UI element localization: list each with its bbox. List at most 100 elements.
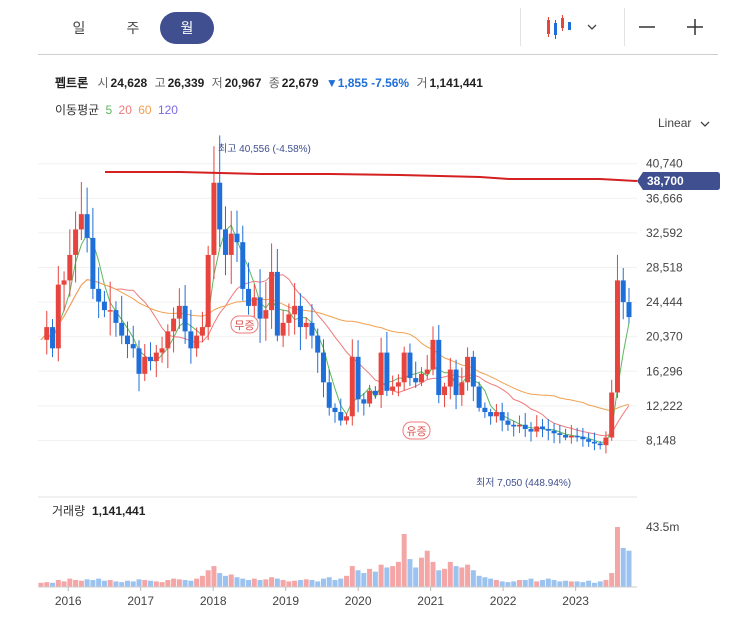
volume-bar xyxy=(67,578,73,587)
candle-body xyxy=(493,412,499,417)
candle-body xyxy=(171,318,177,332)
candle-body xyxy=(453,369,459,396)
zoom-in-button[interactable] xyxy=(682,10,708,44)
candle-body xyxy=(332,407,338,413)
chevron-down-icon xyxy=(587,24,597,30)
ma120-label: 120 xyxy=(157,103,178,117)
price-tick-label: 28,518 xyxy=(646,261,683,275)
close-label: 종 xyxy=(268,76,280,90)
price-tick-label: 8,148 xyxy=(646,434,676,448)
candle-body xyxy=(511,424,517,427)
candle-body xyxy=(597,443,603,446)
volume-bar xyxy=(326,577,332,587)
volume-bar xyxy=(274,578,280,587)
tab-monthly[interactable]: 월 xyxy=(160,12,214,44)
candle-body xyxy=(205,254,211,328)
candle-body xyxy=(251,297,257,306)
volume-bar xyxy=(171,578,177,587)
candle-body xyxy=(165,331,171,349)
candle-body xyxy=(228,233,234,255)
scale-mode-select[interactable]: Linear xyxy=(658,116,710,130)
price-tick-label: 32,592 xyxy=(646,226,683,240)
volume-panel-value: 1,141,441 xyxy=(92,504,146,518)
volume-bars xyxy=(38,527,632,587)
volume-bar xyxy=(182,580,188,587)
candle-body xyxy=(418,373,424,383)
moving-average-legend[interactable]: 이동평균 5 20 60 120 xyxy=(55,101,181,118)
candle-body xyxy=(499,412,505,421)
chart-type-button[interactable] xyxy=(532,10,608,44)
candle-body xyxy=(124,335,130,345)
candle-body xyxy=(378,352,384,396)
current-price-tag: 38,700 xyxy=(637,172,720,191)
volume-bar xyxy=(44,582,50,587)
volume-bar xyxy=(107,580,113,587)
tab-daily[interactable]: 일 xyxy=(72,20,86,36)
price-tick-label: 16,296 xyxy=(646,364,683,378)
volume-bar xyxy=(124,580,130,587)
volume-bar xyxy=(545,578,551,587)
volume-bar xyxy=(557,581,563,587)
low-value: 20,967 xyxy=(224,76,262,90)
low-label: 저 xyxy=(211,76,223,90)
candle-body xyxy=(442,386,448,396)
volume-bar xyxy=(55,580,61,587)
volume-bar xyxy=(395,561,401,587)
candle-body xyxy=(367,390,373,404)
volume-bar xyxy=(390,566,396,587)
candle-body xyxy=(222,229,228,255)
annotation-badge xyxy=(402,421,431,440)
candle-body xyxy=(488,412,494,417)
volume-bar xyxy=(591,582,597,587)
volume-bar xyxy=(459,567,465,587)
candle-body xyxy=(459,382,465,396)
volume-bar xyxy=(251,578,257,587)
candle-body xyxy=(545,429,551,431)
volume-bar xyxy=(292,580,298,587)
candle-body xyxy=(136,348,142,374)
candle-body xyxy=(591,441,597,444)
candle-body xyxy=(568,435,574,438)
tab-weekly[interactable]: 주 xyxy=(126,20,140,36)
candle-body xyxy=(407,352,413,379)
volume-bar xyxy=(159,582,165,587)
chevron-down-icon xyxy=(700,121,710,127)
zoom-out-button[interactable] xyxy=(634,10,660,44)
price-tick-label: 20,370 xyxy=(646,330,683,344)
annotation-bonus-issue: 무증 xyxy=(230,315,259,334)
volume-bar xyxy=(176,579,182,587)
candle-body xyxy=(522,424,528,430)
candle-body xyxy=(263,310,269,319)
volume-bar xyxy=(61,581,67,587)
volume-bar xyxy=(580,582,586,587)
candle-body xyxy=(574,435,580,438)
ma20-line xyxy=(40,274,630,437)
candle-body xyxy=(528,429,534,432)
candle-body xyxy=(148,356,154,362)
current-price-tag-bg xyxy=(637,172,720,191)
volume-bar xyxy=(378,564,384,587)
all-time-high-label: 최고 40,556 (-4.58%) xyxy=(218,143,311,155)
candle-body xyxy=(465,356,471,383)
time-tick-label: 2023 xyxy=(562,594,589,608)
candle-body xyxy=(516,424,522,427)
open-label: 시 xyxy=(97,76,109,90)
change-value: ▼1,855 -7.56% xyxy=(325,76,410,90)
candle-body xyxy=(234,233,240,243)
volume-bar xyxy=(309,580,315,587)
volume-bar xyxy=(609,573,615,587)
volume-value: 1,141,441 xyxy=(429,76,483,90)
close-value: 22,679 xyxy=(281,76,319,90)
candle-body xyxy=(50,327,56,349)
all-time-low-label: 최저 7,050 (448.94%) xyxy=(476,477,571,489)
high-value: 26,339 xyxy=(167,76,205,90)
volume-bar xyxy=(568,581,574,587)
volume-bar xyxy=(303,579,309,587)
volume-bar xyxy=(516,580,522,587)
volume-bar xyxy=(228,574,234,587)
stock-name: 펩트론 xyxy=(55,76,89,90)
candle-body xyxy=(620,280,626,303)
candle-body xyxy=(257,297,263,319)
volume-bar xyxy=(447,561,453,587)
